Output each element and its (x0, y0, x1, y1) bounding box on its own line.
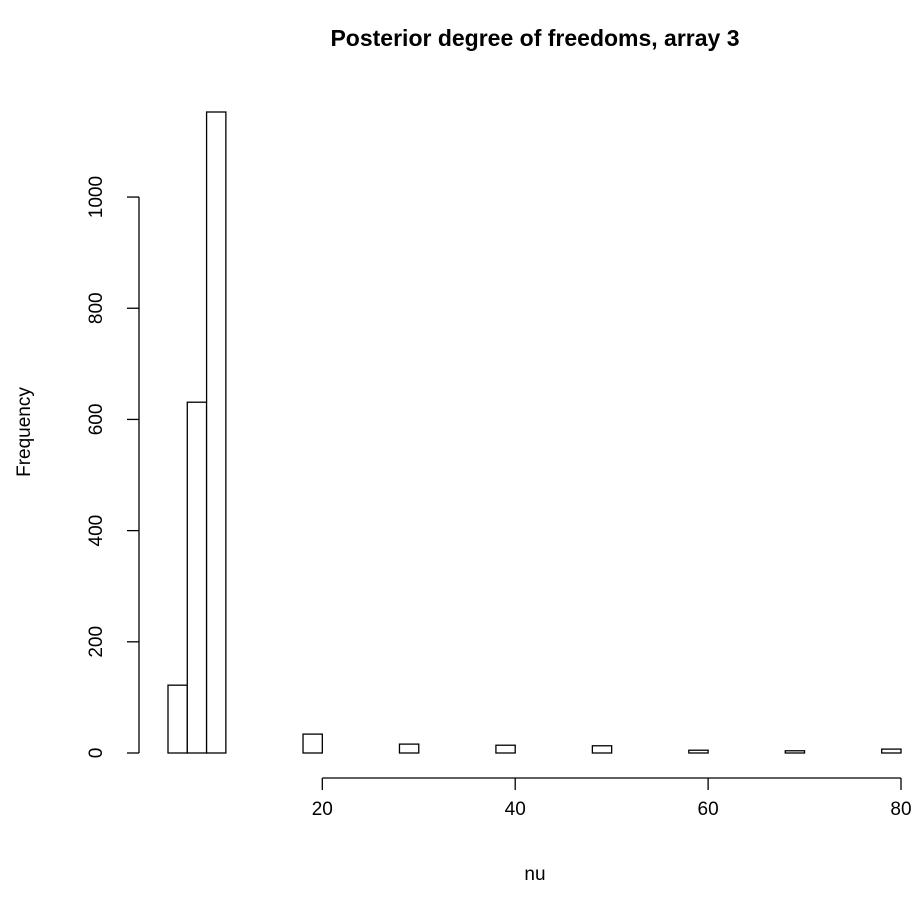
x-tick-label: 80 (890, 799, 911, 820)
bar (688, 749, 709, 754)
bar (205, 111, 227, 754)
bar (784, 750, 806, 754)
chart-title: Posterior degree of freedoms, array 3 (330, 25, 739, 51)
y-tick-label: 400 (86, 515, 107, 547)
x-axis-label: nu (524, 864, 545, 885)
bar (186, 401, 208, 754)
bar (591, 745, 613, 754)
y-tick-label: 800 (86, 292, 107, 324)
bar (302, 733, 323, 754)
bar (167, 684, 188, 754)
y-tick-label: 600 (86, 404, 107, 436)
bar (495, 744, 516, 754)
x-tick-label: 60 (698, 799, 719, 820)
bar (881, 748, 902, 754)
y-tick-label: 0 (86, 748, 107, 759)
bar (398, 743, 420, 754)
y-tick-label: 200 (86, 626, 107, 658)
y-axis-label: Frequency (14, 387, 35, 477)
y-tick-label: 1000 (86, 176, 107, 218)
x-tick-label: 40 (505, 799, 526, 820)
x-tick-label: 20 (312, 799, 333, 820)
